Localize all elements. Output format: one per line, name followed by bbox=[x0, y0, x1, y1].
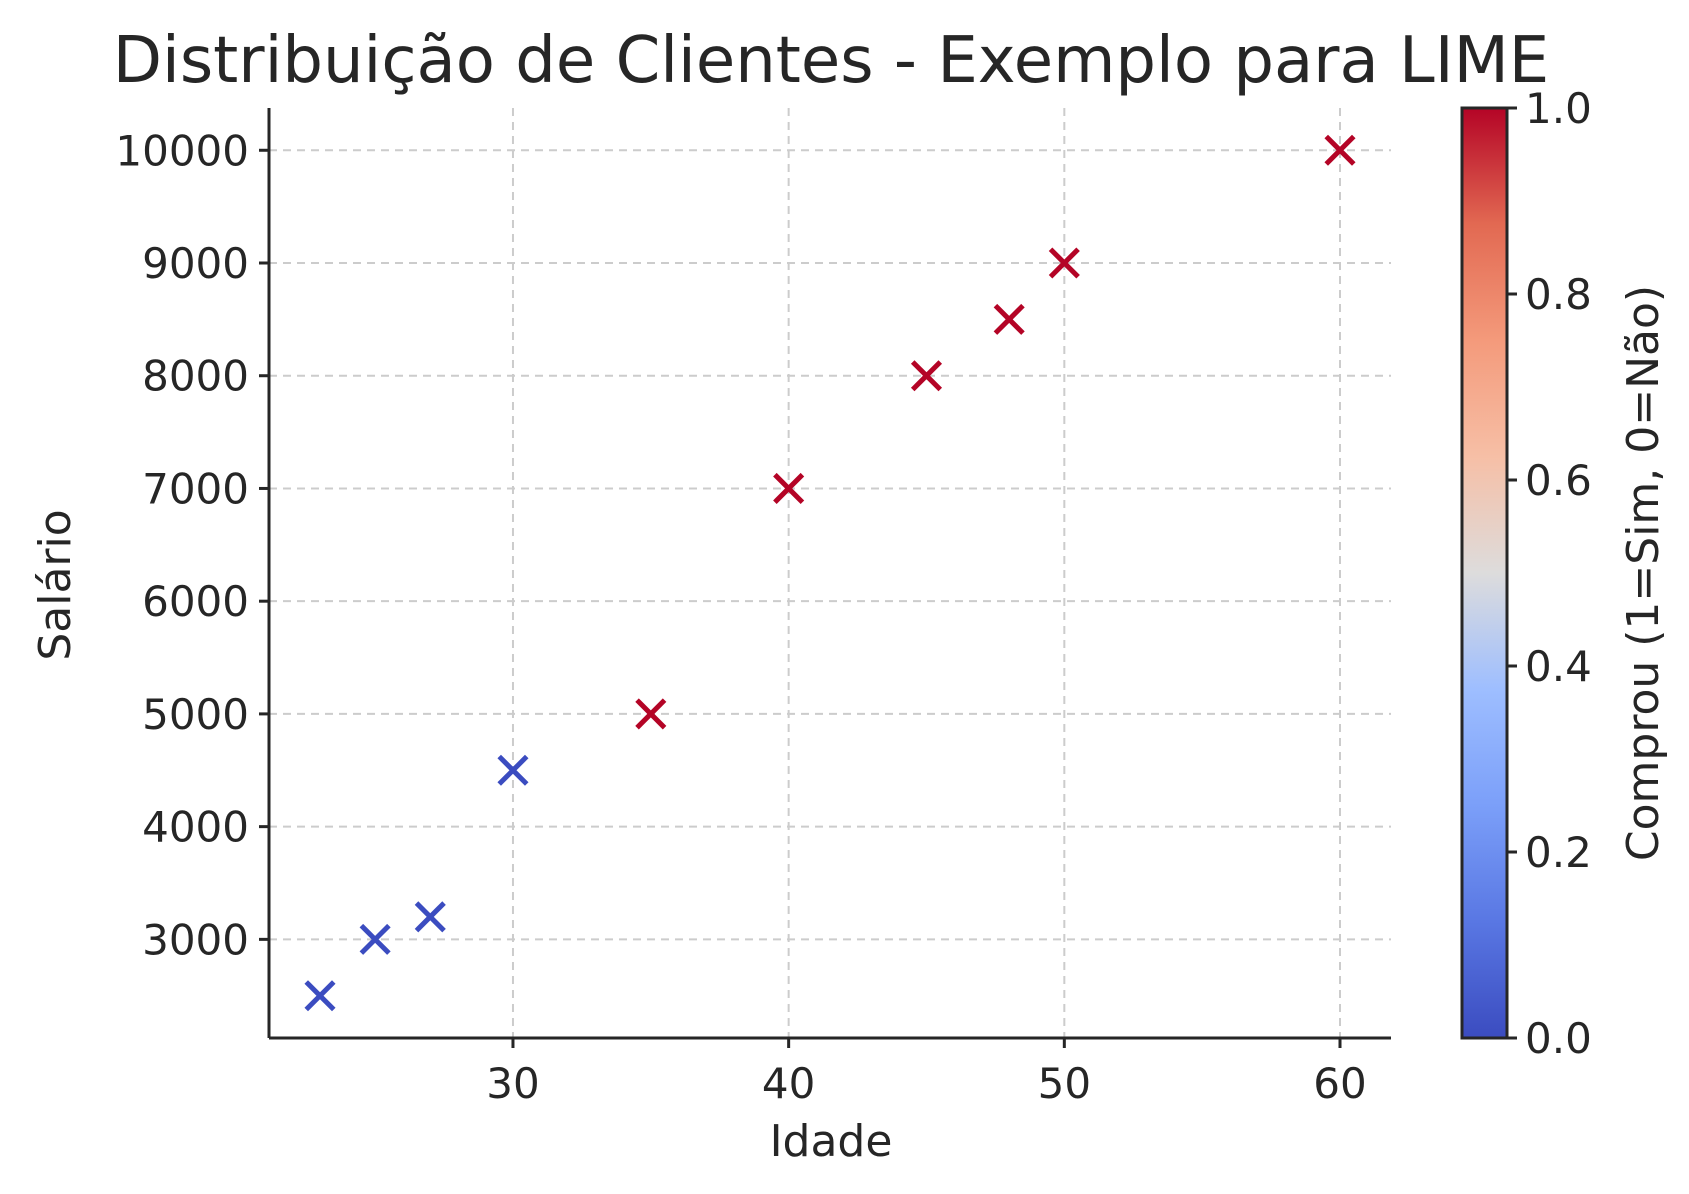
y-tick-label: 8000 bbox=[142, 352, 249, 401]
colorbar-tick-label: 0.4 bbox=[1525, 642, 1592, 691]
y-tick-label: 7000 bbox=[142, 464, 249, 513]
data-point bbox=[910, 360, 943, 392]
x-axis-label: Idade bbox=[770, 1116, 893, 1167]
y-tick-label: 10000 bbox=[115, 126, 249, 175]
chart-title: Distribuição de Clientes - Exemplo para … bbox=[113, 24, 1549, 98]
x-tick-label: 60 bbox=[1313, 1059, 1366, 1108]
axes bbox=[267, 108, 1391, 1040]
data-point bbox=[635, 698, 667, 730]
colorbar-tick-label: 0.8 bbox=[1525, 270, 1592, 319]
colorbar: 0.0 0.2 0.4 0.6 0.8 1.0 Comprou (1=Sim, 0=Não… bbox=[1460, 84, 1669, 1063]
data-point bbox=[1048, 247, 1080, 279]
data-points bbox=[304, 134, 1356, 1012]
colorbar-label: Comprou (1=Sim, 0=Não) bbox=[1618, 285, 1669, 861]
data-point bbox=[497, 754, 529, 786]
grid bbox=[269, 108, 1391, 1038]
data-point bbox=[414, 901, 446, 933]
data-point bbox=[359, 923, 391, 955]
data-point bbox=[773, 472, 805, 504]
y-axis-ticks: 3000 4000 5000 6000 7000 8000 9000 10000 bbox=[115, 126, 269, 964]
data-point bbox=[304, 980, 336, 1012]
colorbar-tick-label: 0.2 bbox=[1525, 828, 1592, 877]
data-point bbox=[993, 303, 1025, 335]
x-axis-ticks: 30 40 50 60 bbox=[486, 1038, 1367, 1108]
colorbar-tick-label: 0.0 bbox=[1525, 1014, 1592, 1063]
y-tick-label: 3000 bbox=[142, 915, 249, 964]
y-tick-label: 5000 bbox=[142, 690, 249, 739]
y-tick-label: 4000 bbox=[142, 803, 249, 852]
y-axis-label: Salário bbox=[30, 509, 81, 660]
colorbar-gradient bbox=[1460, 106, 1509, 1040]
data-point bbox=[1324, 134, 1356, 166]
y-tick-label: 6000 bbox=[142, 577, 249, 626]
colorbar-ticks: 0.0 0.2 0.4 0.6 0.8 1.0 bbox=[1507, 84, 1592, 1063]
x-tick-label: 40 bbox=[762, 1059, 815, 1108]
x-tick-label: 50 bbox=[1038, 1059, 1091, 1108]
colorbar-tick-label: 0.6 bbox=[1525, 456, 1592, 505]
x-tick-label: 30 bbox=[486, 1059, 539, 1108]
colorbar-tick-label: 1.0 bbox=[1525, 84, 1592, 133]
y-tick-label: 9000 bbox=[142, 239, 249, 288]
